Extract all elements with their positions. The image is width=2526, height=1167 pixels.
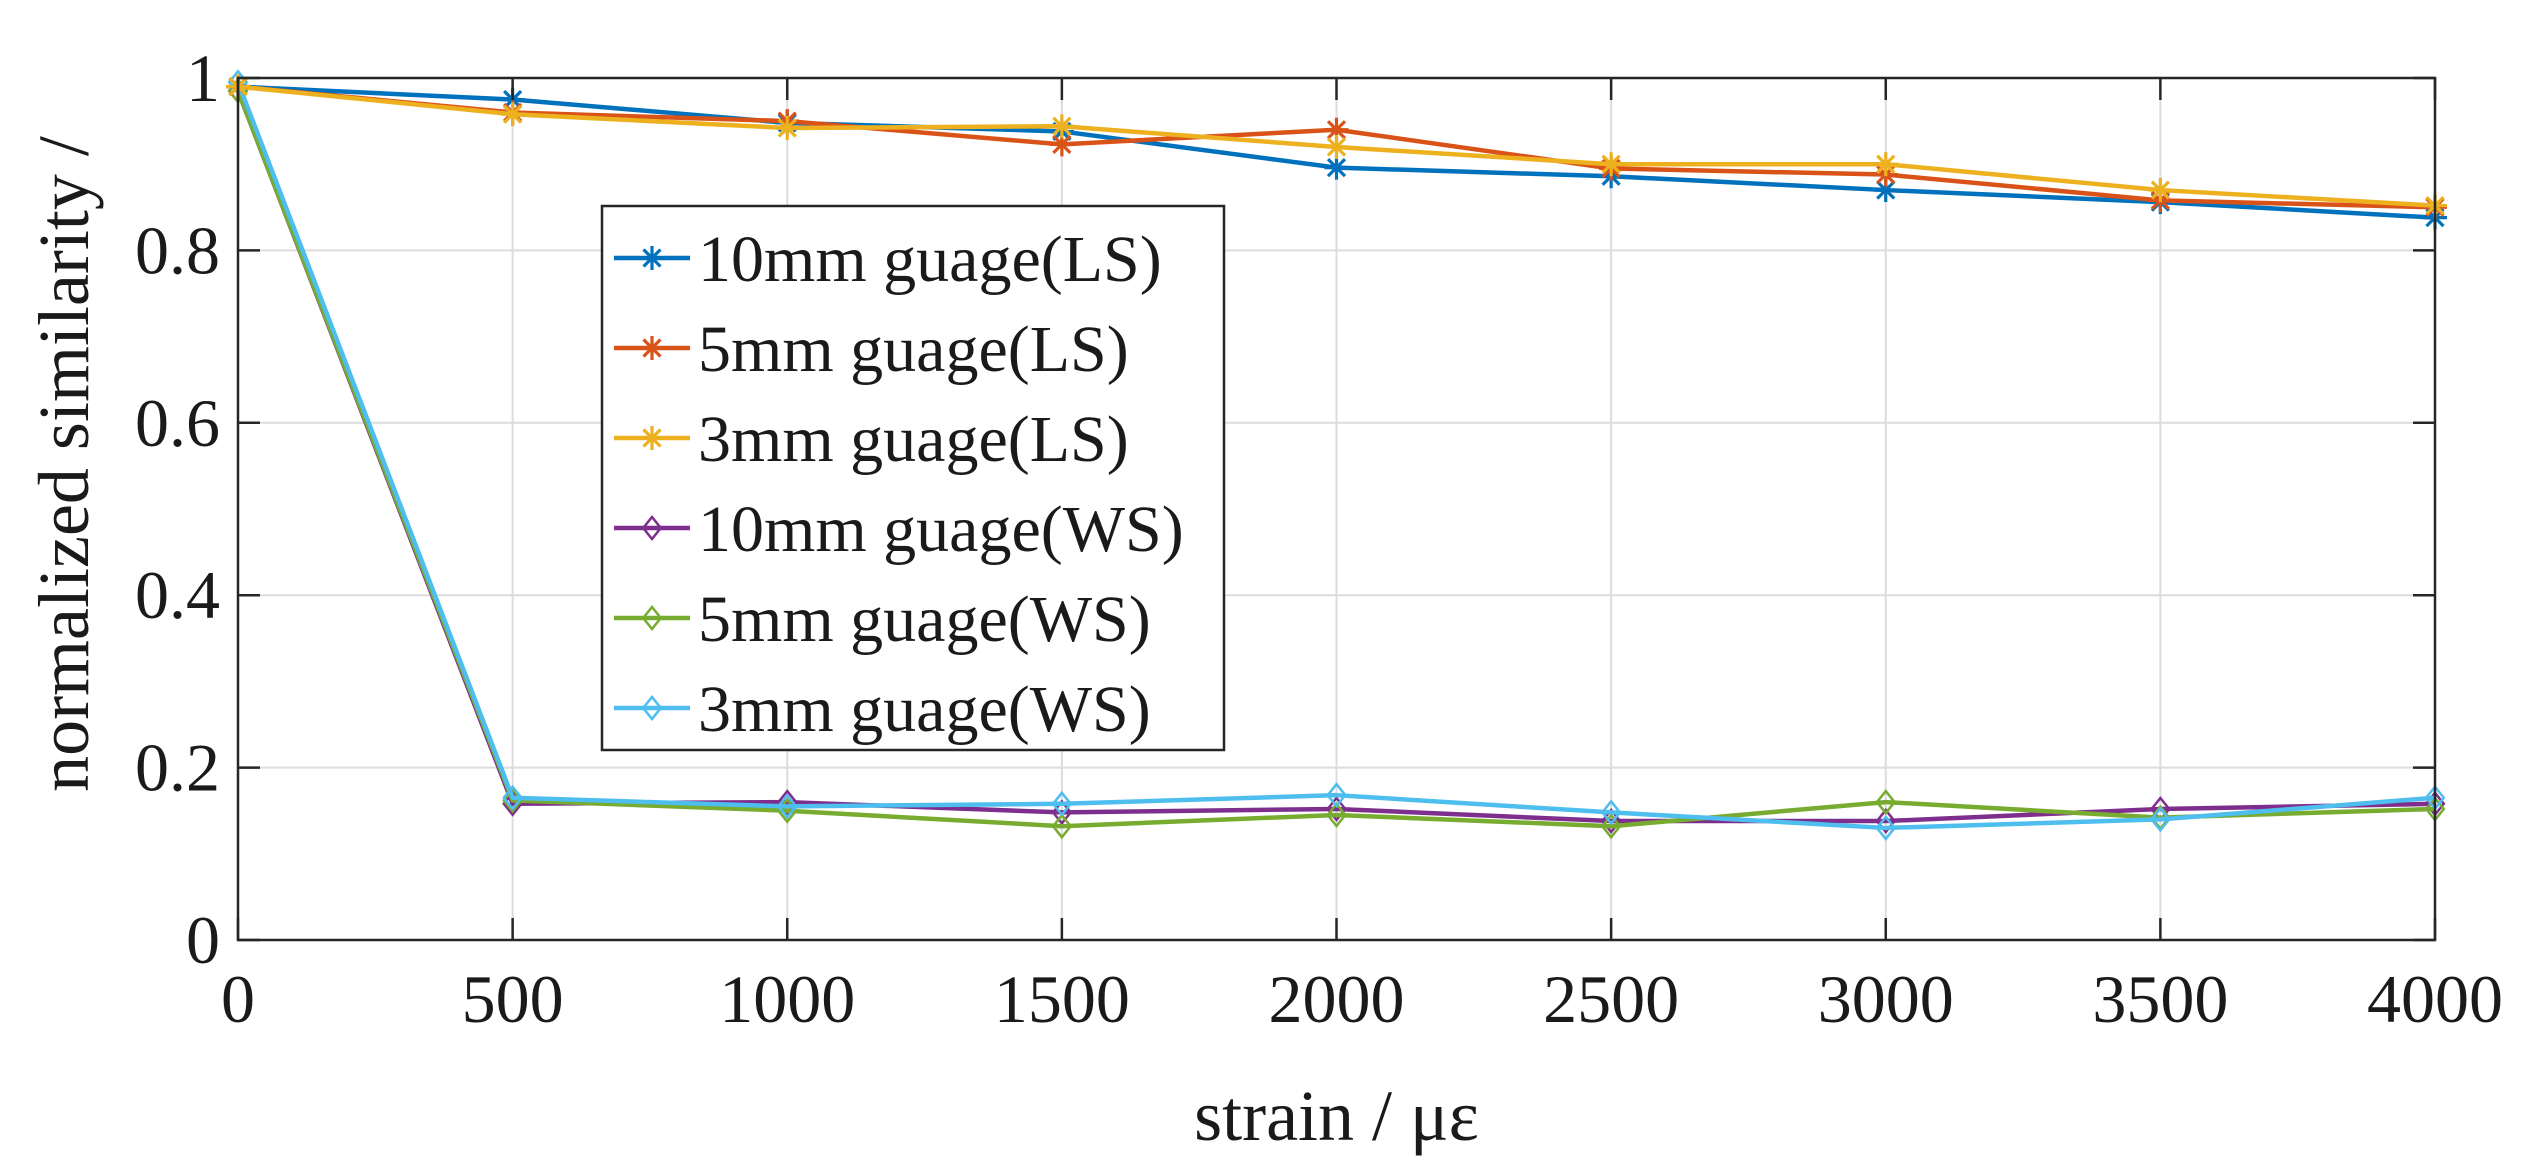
y-tick-label: 0.4 [135,557,220,633]
data-point [1875,789,1897,816]
legend-item: 3mm guage(WS) [614,673,1151,746]
legend-swatch-marker [640,246,664,270]
legend-label: 10mm guage(WS) [698,493,1184,566]
data-point [776,789,798,816]
data-point [1600,799,1622,826]
y-tick-labels: 0 0.2 0.4 0.6 0.8 1 [135,40,220,978]
data-point [1051,790,1073,817]
x-tick-label: 500 [462,961,564,1037]
legend-item: 5mm guage(LS) [614,313,1129,386]
legend-swatch-marker [641,604,663,632]
legend-item: 5mm guage(WS) [614,583,1151,656]
y-tick-label: 1 [186,40,220,116]
x-tick-label: 3000 [1818,961,1954,1037]
x-tick-label: 0 [221,961,255,1037]
data-point [1326,795,1347,822]
y-tick-label: 0 [186,902,220,978]
legend-label: 3mm guage(WS) [698,673,1151,746]
tick-marks [236,76,2437,942]
data-point [1875,808,1897,835]
x-tick-label: 3500 [2092,961,2228,1037]
data-point [502,784,524,811]
legend-item: 10mm guage(WS) [614,493,1184,566]
series-layer [226,69,2447,841]
y-tick-label: 0.6 [135,385,220,461]
legend-box [600,204,1226,752]
data-point [1049,114,1074,139]
legend-label: 5mm guage(WS) [698,583,1151,656]
legend-label: 3mm guage(LS) [698,403,1129,476]
series-2 [226,74,2447,218]
legend-swatch-marker [640,426,664,450]
data-point [1324,155,1349,180]
data-point [775,115,800,140]
legend: 10mm guage(LS) 5mm guage(LS) 3mm guage(LS)… [600,204,1226,752]
legend-item: 3mm guage(LS) [614,403,1129,476]
legend-item: 10mm guage(LS) [614,223,1162,296]
data-point [500,102,525,127]
data-point [1600,813,1622,840]
data-point [2149,806,2171,833]
data-point [1326,782,1347,809]
data-point [776,793,798,820]
series-line [235,81,2436,831]
data-point [1051,813,1073,840]
data-point [2148,178,2173,203]
legend-swatch-marker [640,336,664,360]
x-tick-label: 4000 [2367,961,2503,1037]
legend-swatch-marker [641,514,663,542]
x-axis-label: strain / με [1194,1076,1479,1156]
y-tick-label: 0.2 [135,730,220,806]
x-tick-label: 2000 [1269,961,1405,1037]
y-tick-label: 0.8 [135,212,220,288]
data-point [1324,134,1349,159]
x-tick-label: 2500 [1543,961,1679,1037]
data-point [1326,802,1347,829]
x-tick-labels: 0 500 1000 1500 2000 2500 3000 3500 4000 [221,961,2503,1037]
x-tick-label: 1000 [719,961,855,1037]
data-point [1873,152,1898,177]
data-point [1875,814,1897,841]
legend-label: 10mm guage(LS) [698,223,1162,296]
y-axis-label: normalized similarity / [24,136,104,792]
legend-swatch-marker [641,694,663,722]
x-tick-label: 1500 [994,961,1130,1037]
legend-label: 5mm guage(LS) [698,313,1129,386]
data-point [1599,152,1624,177]
series-line [235,90,2436,829]
